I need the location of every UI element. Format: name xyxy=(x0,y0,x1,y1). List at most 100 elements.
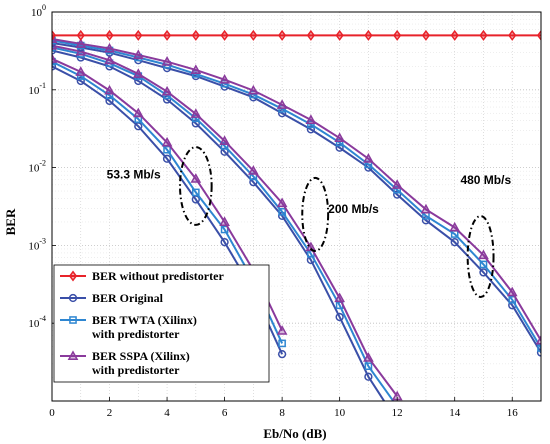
data-point xyxy=(191,29,200,41)
data-point xyxy=(104,54,115,65)
data-point xyxy=(363,153,374,163)
data-point xyxy=(276,325,288,335)
data-point xyxy=(247,84,259,95)
x-tick-label: 8 xyxy=(279,407,285,419)
data-point xyxy=(52,53,58,63)
data-point xyxy=(306,125,316,134)
data-point xyxy=(420,203,432,214)
annotations: 53.3 Mb/s 200 Mb/s 480 Mb/s xyxy=(107,168,512,216)
data-point xyxy=(191,119,200,128)
series-line xyxy=(52,44,398,397)
legend: BER without predistorter BER Original BER … xyxy=(53,264,270,383)
data-point xyxy=(307,120,315,129)
data-point xyxy=(52,33,58,43)
data-point xyxy=(163,145,171,154)
data-point xyxy=(219,74,230,84)
data-point xyxy=(220,238,229,247)
y-axis-label: BER xyxy=(3,208,18,235)
data-point xyxy=(391,179,403,189)
legend-label: with predistorter xyxy=(92,327,180,341)
data-point xyxy=(450,238,459,247)
data-point xyxy=(278,339,286,348)
data-point xyxy=(535,334,541,345)
data-point xyxy=(190,64,202,74)
data-point xyxy=(479,268,488,277)
data-point xyxy=(335,143,344,152)
data-point xyxy=(161,85,173,96)
annotation-ellipse xyxy=(466,215,495,298)
rate-annotation: 53.3 Mb/s xyxy=(107,168,161,182)
legend-label: with predistorter xyxy=(92,363,180,377)
data-point xyxy=(364,29,373,41)
series-line xyxy=(52,37,541,341)
data-point xyxy=(161,56,173,66)
y-tick-label: 10-4 xyxy=(28,314,46,330)
rate-annotation: 480 Mb/s xyxy=(460,173,511,187)
data-point xyxy=(276,99,288,109)
y-tick-label: 100 xyxy=(31,3,46,19)
annotation-ellipse xyxy=(179,146,213,226)
series-layer xyxy=(52,29,541,401)
data-point xyxy=(104,42,115,53)
x-tick-label: 0 xyxy=(49,407,55,419)
data-point xyxy=(68,293,78,303)
plot-frame xyxy=(51,11,542,402)
data-point xyxy=(335,29,344,41)
data-point xyxy=(192,188,200,197)
data-point xyxy=(506,286,518,297)
data-point xyxy=(104,84,115,95)
data-point xyxy=(132,107,144,118)
data-point xyxy=(393,29,402,41)
data-point xyxy=(190,173,202,183)
x-tick-label: 2 xyxy=(107,407,113,419)
x-tick-label: 12 xyxy=(392,407,403,419)
data-point xyxy=(276,197,288,208)
data-point xyxy=(364,362,373,371)
data-point xyxy=(536,29,541,41)
data-point xyxy=(75,38,87,48)
data-point xyxy=(508,29,517,41)
data-point xyxy=(479,29,488,41)
data-point xyxy=(67,350,79,361)
data-point xyxy=(220,142,229,150)
data-point xyxy=(393,190,402,199)
data-point xyxy=(105,91,114,100)
data-point xyxy=(76,29,85,41)
data-point xyxy=(105,29,114,41)
data-point xyxy=(278,208,286,216)
annotation-ellipse xyxy=(301,176,330,253)
data-point xyxy=(220,225,229,234)
data-point xyxy=(75,66,87,76)
data-point xyxy=(305,241,317,252)
y-tick-label: 10-2 xyxy=(28,159,46,175)
data-point xyxy=(393,185,401,194)
data-point xyxy=(132,49,144,60)
data-point xyxy=(421,29,431,41)
x-tick-label: 6 xyxy=(222,407,228,419)
legend-item: BER TWTA (Xilinx)with predistorter xyxy=(60,313,197,341)
data-point xyxy=(478,249,489,260)
data-point xyxy=(219,216,230,226)
annotation-ellipses xyxy=(179,146,495,298)
data-point xyxy=(247,165,259,175)
data-point xyxy=(305,114,317,124)
legend-label: BER TWTA (Xilinx) xyxy=(92,313,197,327)
data-point xyxy=(219,135,230,145)
y-tick-label: 10-1 xyxy=(28,81,46,97)
y-tick-label: 10-3 xyxy=(28,236,46,252)
x-tick-label: 14 xyxy=(449,407,461,419)
data-point xyxy=(277,350,287,359)
data-point xyxy=(450,29,459,41)
legend-item: BER Original xyxy=(60,291,164,305)
data-point xyxy=(132,68,144,78)
legend-label: BER without predistorter xyxy=(92,269,224,283)
data-point xyxy=(105,96,114,106)
data-point xyxy=(479,260,488,269)
legend-box xyxy=(53,264,270,383)
series-ber-sspa-xilinx-with-predistorter xyxy=(52,39,403,401)
data-point xyxy=(134,29,143,41)
data-point xyxy=(277,29,287,41)
data-point xyxy=(335,312,344,322)
data-point xyxy=(363,352,374,362)
